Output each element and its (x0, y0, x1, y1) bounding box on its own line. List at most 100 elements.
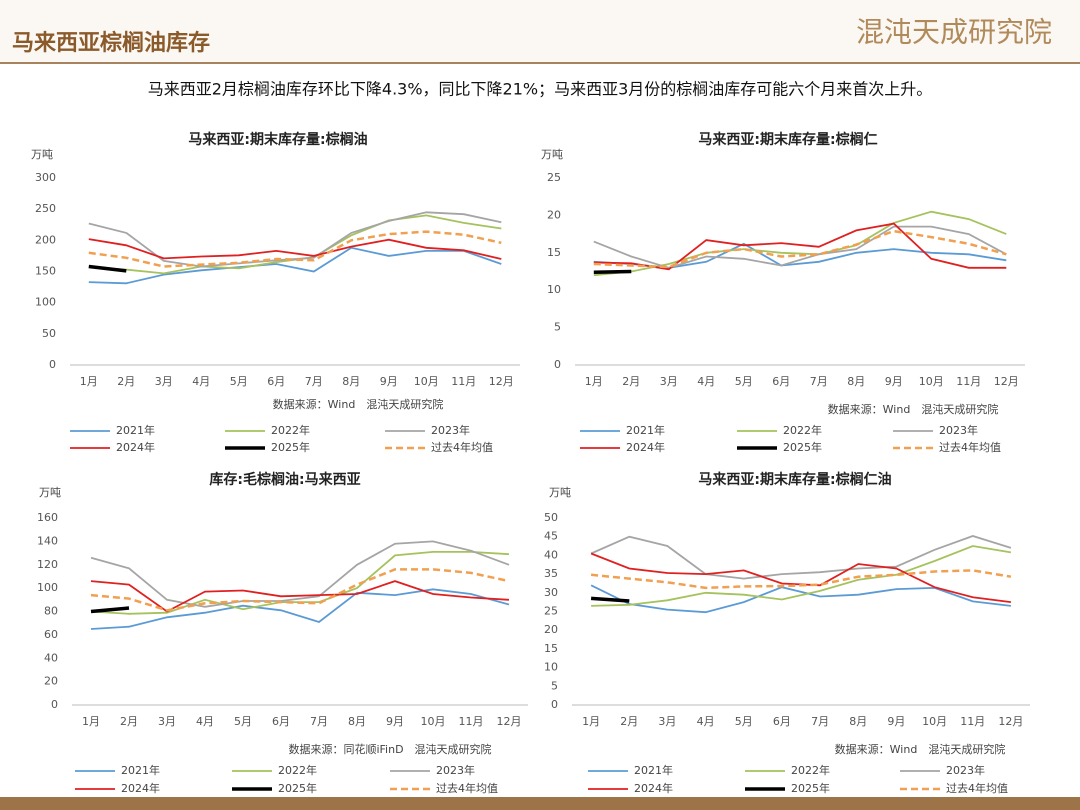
source: 数据来源：Wind 混沌天成研究院 (273, 397, 444, 411)
legend-label: 过去4年均值 (436, 781, 498, 795)
legend-label: 2025年 (783, 440, 822, 454)
x-tick-label: 5月 (735, 375, 753, 388)
y-unit: 万吨 (31, 148, 53, 161)
legend-label: 2024年 (116, 440, 155, 454)
source: 数据来源：Wind 混沌天成研究院 (828, 402, 999, 416)
y-tick-label: 0 (554, 358, 561, 371)
x-tick-label: 7月 (310, 715, 328, 728)
legend-label: 过去4年均值 (946, 781, 1008, 795)
x-tick-label: 4月 (196, 715, 214, 728)
x-tick-label: 5月 (735, 715, 753, 728)
x-tick-label: 12月 (998, 715, 1023, 728)
y-tick-label: 20 (44, 675, 58, 688)
x-tick-label: 12月 (489, 375, 514, 388)
series-line (88, 214, 502, 275)
y-tick-label: 60 (44, 628, 58, 641)
legend-label: 2021年 (116, 423, 155, 437)
y-tick-label: 80 (44, 605, 58, 618)
y-tick-label: 25 (547, 171, 561, 184)
legend-label: 2025年 (791, 781, 830, 795)
footer-band (0, 797, 1080, 810)
legend-label: 过去4年均值 (939, 440, 1001, 454)
x-tick-label: 9月 (887, 715, 905, 728)
x-tick-label: 3月 (660, 375, 678, 388)
y-tick-label: 50 (544, 511, 558, 524)
series-line (88, 264, 127, 273)
legend-label: 2022年 (271, 423, 310, 437)
legend-label: 2021年 (626, 423, 665, 437)
legend-label: 2021年 (121, 763, 160, 777)
series-line (88, 238, 502, 260)
x-tick-label: 5月 (234, 715, 252, 728)
source: 数据来源：Wind 混沌天成研究院 (835, 742, 1006, 756)
x-tick-label: 1月 (82, 715, 100, 728)
legend-label: 2023年 (431, 423, 470, 437)
y-tick-label: 50 (42, 327, 56, 340)
chart-title: 库存:毛棕榈油:马来西亚 (209, 471, 360, 488)
legend-label: 2025年 (278, 781, 317, 795)
series-line (590, 596, 630, 603)
y-tick-label: 45 (544, 530, 558, 543)
series-line (90, 568, 510, 612)
y-tick-label: 100 (35, 296, 56, 309)
y-tick-label: 40 (44, 651, 58, 664)
x-tick-label: 6月 (773, 715, 791, 728)
legend-label: 2022年 (783, 423, 822, 437)
x-tick-label: 3月 (155, 375, 173, 388)
y-unit: 万吨 (39, 486, 61, 499)
legend-label: 2024年 (121, 781, 160, 795)
x-tick-label: 11月 (459, 715, 484, 728)
legend-label: 2024年 (634, 781, 673, 795)
x-tick-label: 6月 (772, 375, 790, 388)
x-tick-label: 8月 (348, 715, 366, 728)
chart-title: 马来西亚:期末库存量:棕榈仁油 (698, 471, 891, 488)
x-tick-label: 1月 (585, 375, 603, 388)
x-tick-label: 2月 (120, 715, 138, 728)
x-tick-label: 6月 (272, 715, 290, 728)
source: 数据来源：同花顺iFinD 混沌天成研究院 (288, 742, 491, 756)
y-tick-label: 40 (544, 548, 558, 561)
series-line (590, 535, 1012, 580)
x-tick-label: 2月 (117, 375, 135, 388)
legend-label: 2022年 (278, 763, 317, 777)
y-tick-label: 20 (547, 208, 561, 221)
y-tick-label: 140 (37, 534, 58, 547)
y-unit: 万吨 (549, 486, 571, 499)
chart-title: 马来西亚:期末库存量:棕榈仁 (698, 131, 877, 148)
series-line (590, 584, 1012, 614)
x-tick-label: 4月 (192, 375, 210, 388)
header-band (0, 0, 1080, 62)
series-line (593, 269, 632, 274)
series-line (590, 569, 1012, 590)
y-tick-label: 35 (544, 567, 558, 580)
series-line (90, 551, 510, 615)
x-tick-label: 2月 (622, 375, 640, 388)
series-line (88, 246, 502, 285)
x-tick-label: 11月 (956, 375, 981, 388)
y-tick-label: 120 (37, 558, 58, 571)
series-line (593, 222, 1007, 271)
x-tick-label: 9月 (885, 375, 903, 388)
x-tick-label: 3月 (158, 715, 176, 728)
legend-label: 过去4年均值 (431, 440, 493, 454)
x-tick-label: 8月 (849, 715, 867, 728)
x-tick-label: 7月 (810, 375, 828, 388)
x-tick-label: 10月 (919, 375, 944, 388)
header-title: 马来西亚棕榈油库存 (12, 30, 210, 56)
y-tick-label: 100 (37, 581, 58, 594)
series-line (88, 230, 502, 268)
x-tick-label: 11月 (960, 715, 985, 728)
x-tick-label: 11月 (451, 375, 476, 388)
y-tick-label: 300 (35, 171, 56, 184)
x-tick-label: 8月 (847, 375, 865, 388)
y-tick-label: 5 (551, 679, 558, 692)
y-tick-label: 15 (544, 642, 558, 655)
series-line (90, 540, 510, 608)
y-tick-label: 5 (554, 321, 561, 334)
x-tick-label: 9月 (380, 375, 398, 388)
x-tick-label: 7月 (305, 375, 323, 388)
y-tick-label: 150 (35, 265, 56, 278)
x-tick-label: 1月 (80, 375, 98, 388)
